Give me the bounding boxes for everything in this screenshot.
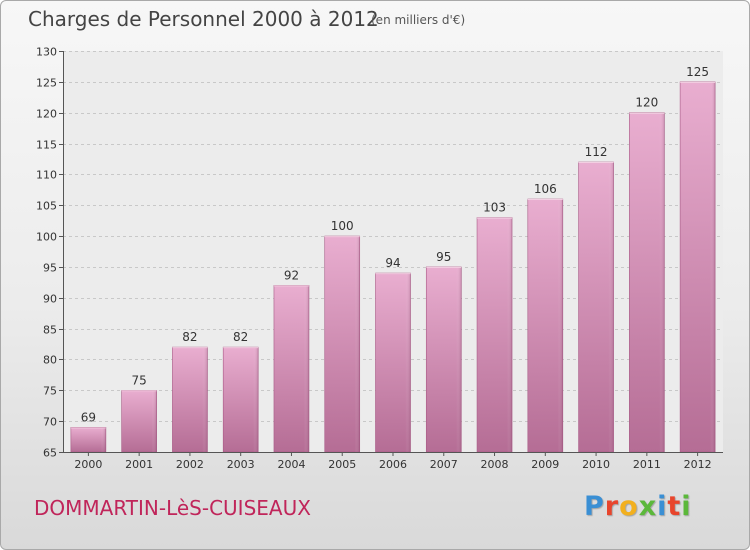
bar xyxy=(324,235,361,453)
y-tick-label: 105 xyxy=(36,200,57,213)
bar-shade xyxy=(710,81,716,452)
chart-title: Charges de Personnel 2000 à 2012 xyxy=(28,7,379,31)
bar-shade xyxy=(100,427,106,452)
bar-shade xyxy=(151,390,157,452)
data-label: 69 xyxy=(81,410,96,424)
bar xyxy=(121,390,157,453)
bar-shade xyxy=(354,236,360,452)
bar-shade xyxy=(202,347,208,452)
bar xyxy=(679,81,716,453)
data-label: 82 xyxy=(233,330,248,344)
data-label: 82 xyxy=(182,330,197,344)
bar xyxy=(172,346,208,453)
y-tick-label: 75 xyxy=(43,385,57,398)
logo-letter: P xyxy=(584,491,605,522)
bar-shade xyxy=(253,347,259,452)
bar xyxy=(425,266,462,453)
x-tick-label: 2011 xyxy=(633,458,661,471)
bar xyxy=(629,112,665,453)
bar xyxy=(222,346,259,453)
logo-letter: r xyxy=(604,491,620,522)
bar xyxy=(527,198,564,453)
data-label: 120 xyxy=(635,96,658,110)
logo-letter: i xyxy=(657,491,668,522)
proxiti-logo: Proxiti xyxy=(584,491,692,522)
x-tick-label: 2010 xyxy=(582,458,610,471)
logo-letter: i xyxy=(681,491,692,522)
data-label: 92 xyxy=(284,268,299,282)
y-tick-label: 125 xyxy=(36,77,57,90)
y-tick-label: 70 xyxy=(43,416,57,429)
bar xyxy=(476,217,513,453)
logo-letter: x xyxy=(638,491,658,522)
place-name: DOMMARTIN-LèS-CUISEAUX xyxy=(34,496,311,520)
x-tick-label: 2009 xyxy=(531,458,559,471)
bar-shade xyxy=(507,217,513,452)
y-tick-label: 100 xyxy=(36,231,57,244)
x-tick-label: 2012 xyxy=(684,458,712,471)
data-label: 103 xyxy=(483,201,506,215)
x-tick-label: 2004 xyxy=(277,458,305,471)
bar-shade xyxy=(608,162,614,453)
x-tick-label: 2003 xyxy=(227,458,255,471)
y-tick-label: 115 xyxy=(36,139,57,152)
data-label: 75 xyxy=(132,373,147,387)
y-tick-label: 65 xyxy=(43,447,57,460)
x-tick-label: 2008 xyxy=(481,458,509,471)
y-tick-label: 90 xyxy=(43,293,57,306)
x-tick-label: 2005 xyxy=(328,458,356,471)
bar-shade xyxy=(405,273,411,452)
y-tick-label: 80 xyxy=(43,354,57,367)
bar xyxy=(375,272,411,453)
bar-shade xyxy=(659,112,665,452)
x-tick-label: 2001 xyxy=(125,458,153,471)
y-tick-label: 110 xyxy=(36,169,57,182)
bar xyxy=(70,427,107,453)
chart-subtitle: (en milliers d'€) xyxy=(371,13,466,27)
bar-shade xyxy=(303,285,309,452)
y-tick-label: 130 xyxy=(36,46,57,59)
bar-shade xyxy=(557,199,563,452)
bar xyxy=(578,161,614,453)
data-label: 94 xyxy=(385,256,400,270)
y-tick-label: 85 xyxy=(43,324,57,337)
bar-shade xyxy=(456,266,462,452)
x-tick-label: 2000 xyxy=(74,458,102,471)
data-label: 106 xyxy=(534,182,557,196)
data-label: 100 xyxy=(331,219,354,233)
data-label: 95 xyxy=(436,250,451,264)
x-tick-label: 2002 xyxy=(176,458,204,471)
y-tick-label: 120 xyxy=(36,108,57,121)
bar xyxy=(273,285,310,453)
logo-letter: t xyxy=(667,491,682,522)
data-label: 125 xyxy=(686,65,709,79)
x-tick-label: 2006 xyxy=(379,458,407,471)
logo-letter: o xyxy=(619,491,639,522)
x-tick-label: 2007 xyxy=(430,458,458,471)
y-tick-label: 95 xyxy=(43,262,57,275)
data-label: 112 xyxy=(585,145,608,159)
